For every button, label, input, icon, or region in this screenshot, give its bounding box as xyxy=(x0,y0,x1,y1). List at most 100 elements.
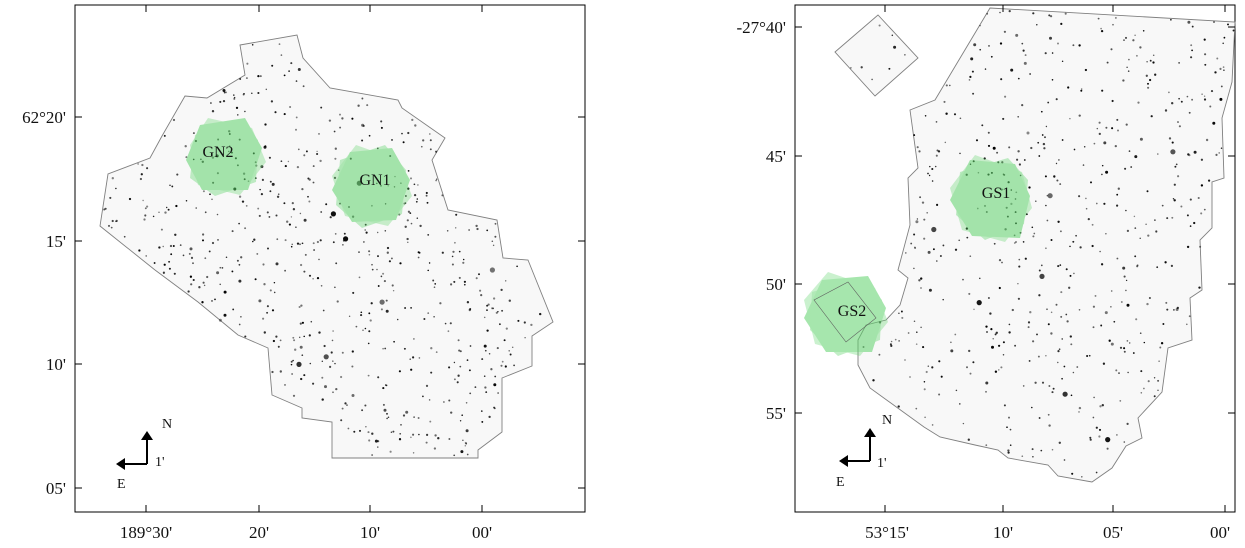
source-dot xyxy=(175,204,178,208)
source-dot xyxy=(458,250,461,253)
source-dot xyxy=(377,376,380,379)
source-dot xyxy=(504,280,507,282)
source-dot xyxy=(169,244,173,248)
source-dot xyxy=(1051,79,1054,81)
source-dot xyxy=(223,313,227,317)
source-dot xyxy=(497,392,499,394)
source-dot xyxy=(323,344,326,348)
source-dot xyxy=(971,70,974,73)
source-dot xyxy=(211,241,215,245)
source-dot xyxy=(184,145,187,148)
source-dot xyxy=(1116,118,1119,121)
source-dot xyxy=(333,176,337,180)
source-dot xyxy=(346,404,348,406)
source-dot xyxy=(1108,339,1111,342)
source-dot xyxy=(219,100,222,103)
x-tick-label: 10' xyxy=(993,523,1013,542)
source-dot xyxy=(1145,74,1148,77)
source-dot xyxy=(254,278,257,281)
source-dot xyxy=(450,283,453,286)
source-dot xyxy=(1123,347,1126,350)
source-dot xyxy=(1203,208,1206,211)
source-dot xyxy=(1061,338,1063,340)
source-dot xyxy=(453,378,456,381)
source-dot xyxy=(878,353,881,356)
source-dot xyxy=(913,267,915,270)
x-tick-label: 189°30' xyxy=(120,523,172,542)
source-dot xyxy=(501,360,504,363)
source-dot xyxy=(938,360,941,363)
source-dot xyxy=(275,214,278,217)
source-dot xyxy=(985,325,988,328)
source-dot xyxy=(398,438,402,441)
source-dot xyxy=(1123,275,1126,278)
source-dot xyxy=(1125,209,1127,212)
source-dot xyxy=(1049,36,1052,40)
source-dot xyxy=(878,24,881,27)
source-dot xyxy=(1126,340,1129,342)
source-dot xyxy=(1032,340,1035,343)
source-dot xyxy=(931,167,934,171)
source-dot xyxy=(928,174,931,177)
source-dot xyxy=(305,150,308,153)
source-dot xyxy=(422,395,424,398)
source-dot xyxy=(894,338,897,341)
x-tick-label: 00' xyxy=(472,523,492,542)
source-dot xyxy=(1065,268,1068,271)
source-dot xyxy=(958,239,961,242)
source-dot xyxy=(189,247,193,251)
source-dot xyxy=(493,407,496,410)
source-dot xyxy=(376,147,379,150)
source-dot xyxy=(439,302,442,305)
source-dot xyxy=(970,57,974,61)
source-dot xyxy=(1067,86,1070,89)
source-dot xyxy=(1031,448,1034,451)
y-tick-label: 45' xyxy=(766,147,786,166)
source-dot xyxy=(204,257,207,260)
source-dot xyxy=(1045,355,1047,357)
source-dot xyxy=(145,255,147,257)
source-dot xyxy=(340,419,343,422)
source-dot xyxy=(1002,354,1005,356)
source-dot xyxy=(1152,54,1155,56)
field-label-gs1: GS1 xyxy=(982,185,1010,202)
source-dot xyxy=(390,257,393,260)
source-dot xyxy=(983,157,986,160)
source-dot xyxy=(238,323,241,326)
source-dot xyxy=(233,94,235,96)
source-dot xyxy=(173,272,176,275)
source-dot xyxy=(343,232,346,235)
source-dot xyxy=(1050,311,1053,314)
source-dot xyxy=(1162,323,1165,325)
source-dot xyxy=(339,375,343,379)
source-dot xyxy=(331,339,334,342)
source-dot xyxy=(450,411,453,414)
source-dot xyxy=(1098,435,1101,438)
source-dot xyxy=(524,336,526,339)
source-dot xyxy=(246,62,249,65)
source-dot xyxy=(1149,59,1152,62)
source-dot xyxy=(275,262,279,266)
source-dot xyxy=(486,309,488,311)
source-dot xyxy=(266,211,269,214)
source-dot xyxy=(219,266,222,269)
source-dot xyxy=(501,309,504,312)
source-dot xyxy=(239,78,242,80)
source-dot xyxy=(336,300,339,303)
source-dot xyxy=(478,273,480,276)
source-dot xyxy=(488,352,491,355)
field-label-gn2: GN2 xyxy=(202,144,233,161)
source-dot xyxy=(904,359,906,361)
source-dot xyxy=(1145,223,1147,226)
source-dot xyxy=(364,404,367,407)
source-dot xyxy=(994,333,997,336)
source-dot xyxy=(1190,56,1193,59)
source-dot xyxy=(955,389,958,392)
source-dot xyxy=(260,192,264,196)
source-dot xyxy=(1178,62,1180,64)
source-dot xyxy=(454,241,456,244)
source-dot xyxy=(257,207,260,210)
source-dot xyxy=(410,436,412,439)
source-dot xyxy=(913,233,916,236)
source-dot xyxy=(453,361,456,364)
